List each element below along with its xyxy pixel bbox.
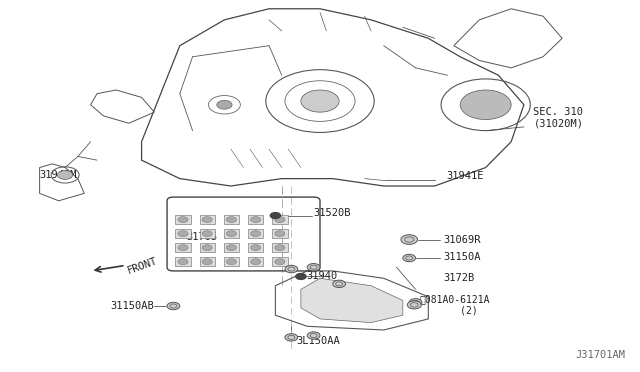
Circle shape — [307, 263, 320, 271]
Circle shape — [250, 259, 260, 264]
Bar — [200, 215, 215, 224]
Circle shape — [409, 299, 422, 306]
Bar — [224, 257, 239, 266]
Circle shape — [275, 231, 285, 237]
Circle shape — [202, 259, 212, 264]
Bar — [248, 229, 263, 238]
Polygon shape — [301, 278, 403, 323]
Text: 3172B: 3172B — [443, 273, 474, 283]
Bar — [272, 229, 287, 238]
Text: 31705: 31705 — [186, 232, 218, 242]
Text: 31943M: 31943M — [40, 170, 77, 180]
Circle shape — [217, 100, 232, 109]
Bar — [175, 215, 191, 224]
Circle shape — [270, 212, 280, 218]
Circle shape — [275, 217, 285, 222]
Circle shape — [403, 254, 415, 262]
Bar — [224, 229, 239, 238]
Circle shape — [275, 259, 285, 264]
Circle shape — [307, 332, 320, 339]
Text: 31520B: 31520B — [314, 208, 351, 218]
Circle shape — [227, 245, 237, 251]
Text: 3L150AA: 3L150AA — [296, 336, 340, 346]
Text: 31069R: 31069R — [443, 234, 481, 244]
Circle shape — [202, 217, 212, 222]
Circle shape — [296, 273, 306, 279]
Circle shape — [178, 245, 188, 251]
Bar — [248, 215, 263, 224]
Circle shape — [333, 280, 346, 288]
Text: 31941E: 31941E — [446, 171, 484, 181]
Circle shape — [285, 334, 298, 341]
Text: J31701AM: J31701AM — [576, 350, 626, 359]
Bar — [175, 243, 191, 252]
Bar — [272, 243, 287, 252]
Text: 31940: 31940 — [306, 272, 337, 282]
Text: 31150A: 31150A — [443, 252, 481, 262]
Text: SEC. 310
(31020M): SEC. 310 (31020M) — [534, 107, 584, 128]
Bar — [200, 243, 215, 252]
Circle shape — [58, 170, 73, 179]
Bar — [224, 215, 239, 224]
Circle shape — [301, 90, 339, 112]
Bar — [224, 243, 239, 252]
Bar — [175, 229, 191, 238]
Circle shape — [202, 231, 212, 237]
Circle shape — [285, 265, 298, 273]
Bar — [272, 257, 287, 266]
Circle shape — [178, 231, 188, 237]
Circle shape — [178, 217, 188, 222]
Bar — [200, 257, 215, 266]
Circle shape — [202, 245, 212, 251]
Bar — [175, 257, 191, 266]
Circle shape — [167, 302, 180, 310]
Circle shape — [250, 245, 260, 251]
Circle shape — [460, 90, 511, 119]
Bar — [272, 215, 287, 224]
Circle shape — [275, 245, 285, 251]
Text: 31150AB: 31150AB — [111, 301, 154, 311]
Bar — [200, 229, 215, 238]
Text: FRONT: FRONT — [125, 255, 159, 275]
Circle shape — [227, 231, 237, 237]
Circle shape — [178, 259, 188, 264]
Circle shape — [401, 235, 417, 244]
Circle shape — [227, 259, 237, 264]
Circle shape — [250, 217, 260, 222]
Circle shape — [407, 301, 421, 309]
Bar — [248, 243, 263, 252]
Bar — [248, 257, 263, 266]
Circle shape — [250, 231, 260, 237]
Circle shape — [227, 217, 237, 222]
Text: Ⓑ081A0-6121A
       (2): Ⓑ081A0-6121A (2) — [419, 294, 490, 316]
